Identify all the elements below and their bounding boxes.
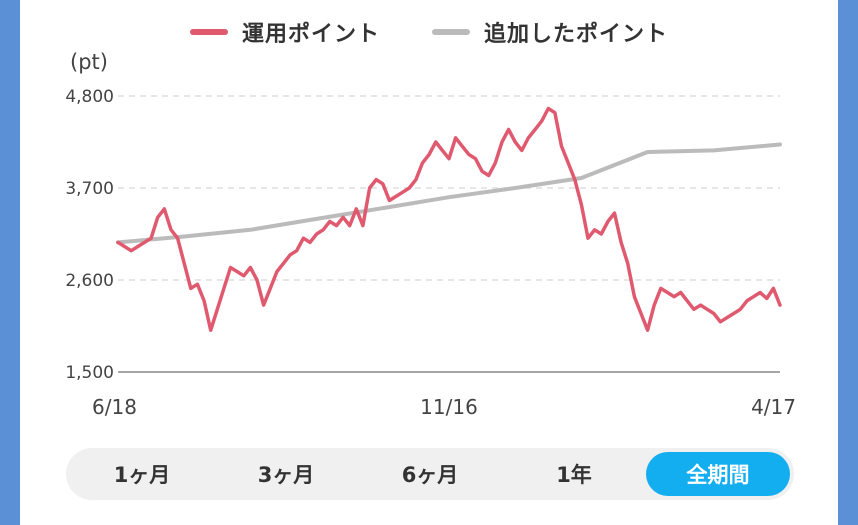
period-tab-1-month[interactable]: 1ヶ月	[70, 452, 214, 496]
x-tick-label: 6/18	[92, 395, 137, 419]
legend-item-added-points: 追加したポイント	[432, 16, 668, 48]
period-tab-all-time[interactable]: 全期間	[646, 452, 790, 496]
y-tick-label: 3,700	[65, 179, 114, 199]
legend-swatch-managed-points	[189, 29, 228, 35]
legend-label-added-points: 追加したポイント	[484, 22, 669, 47]
x-tick-label: 11/16	[420, 395, 478, 419]
period-tab-1-year[interactable]: 1年	[502, 452, 646, 496]
y-tick-label: 4,800	[65, 87, 114, 107]
period-tab-3-months[interactable]: 3ヶ月	[214, 452, 358, 496]
y-tick-label: 1,500	[65, 363, 114, 383]
period-selector: 1ヶ月 3ヶ月 6ヶ月 1年 全期間	[66, 448, 794, 500]
line-chart: 1,500 2,600 3,700 4,800 6/18 11/16 4/17	[65, 87, 796, 419]
y-axis-unit-label: (pt)	[70, 50, 108, 74]
chart-card: 運用ポイント 追加したポイント (pt) 1,500 2,600 3,700 4,80…	[20, 0, 838, 525]
series-line-managed-points	[116, 106, 782, 332]
legend-item-managed-points: 運用ポイント	[189, 16, 380, 48]
y-tick-label: 2,600	[65, 271, 114, 291]
x-tick-label: 4/17	[751, 395, 796, 419]
legend-label-managed-points: 運用ポイント	[241, 22, 380, 47]
period-tab-6-months[interactable]: 6ヶ月	[358, 452, 502, 496]
legend-swatch-added-points	[432, 29, 470, 35]
chart-legend: 運用ポイント 追加したポイント	[20, 14, 838, 50]
series-line-added-points	[116, 142, 782, 245]
